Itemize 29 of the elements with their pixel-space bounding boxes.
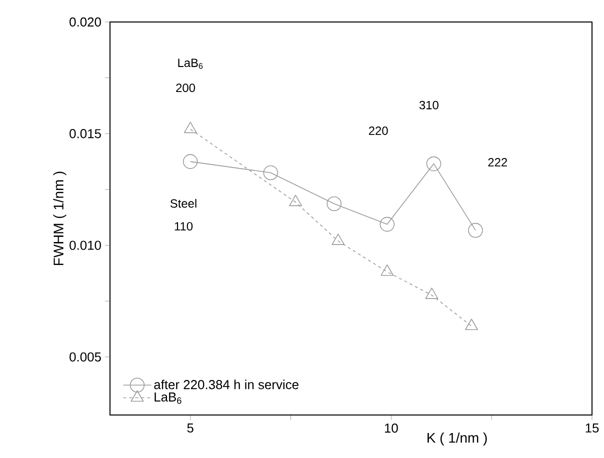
legend-label: after 220.384 h in service (154, 380, 298, 390)
annotation: 310 (419, 100, 438, 110)
point (425, 288, 438, 299)
point (465, 318, 478, 330)
point (380, 264, 394, 276)
point (380, 216, 395, 232)
point (289, 194, 302, 206)
point (426, 156, 442, 172)
annotation: 222 (488, 158, 507, 166)
annotation: Steel (170, 198, 196, 208)
y-tick-label: 0.005 (70, 352, 101, 362)
legend-label: LaB$_{6}$ (154, 392, 182, 404)
y-axis-title: FWHM ( 1/nm ) (53, 172, 66, 266)
x-tick-label: 5 (187, 424, 194, 433)
annotation: LaB$_{6}$ (178, 58, 203, 69)
x-tick-label: 15 (586, 424, 599, 433)
y-tick-label: 0.015 (70, 129, 101, 138)
point (332, 234, 345, 245)
annotation: 220 (368, 126, 388, 135)
x-axis-title: K ( 1/nm ) (428, 432, 487, 446)
y-tick-label: 0.010 (70, 240, 101, 250)
x-tick-label: 10 (384, 424, 398, 433)
annotation: 200 (176, 84, 196, 92)
point (263, 165, 278, 180)
y-tick-label: 0.020 (70, 17, 101, 27)
annotation: 110 (174, 222, 193, 231)
point (468, 222, 483, 238)
point (326, 196, 342, 212)
point (182, 154, 198, 169)
